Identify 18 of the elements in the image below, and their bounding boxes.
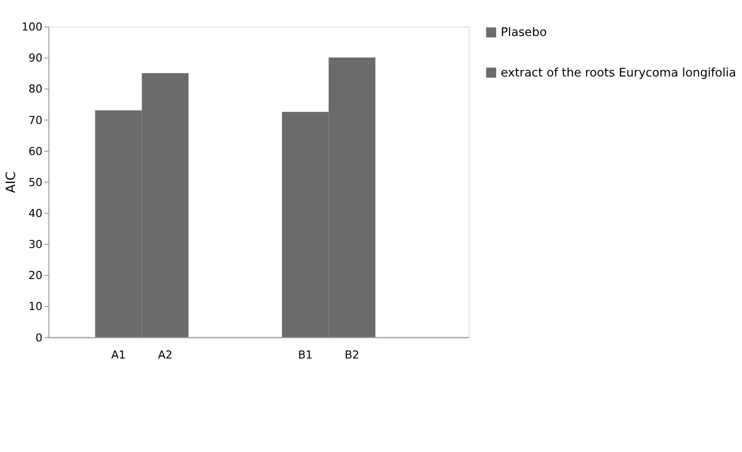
y-tick-label: 70 <box>28 114 43 127</box>
y-axis-title: AIC <box>4 171 20 193</box>
y-tick-label: 0 <box>36 331 43 344</box>
x-tick-label: B2 <box>344 348 360 362</box>
x-tick-label: A1 <box>111 348 126 362</box>
y-tick-label: 30 <box>28 238 43 252</box>
legend-label: extract of the roots Eurycoma longifolia <box>500 65 736 80</box>
y-tick-label: 100 <box>22 20 43 34</box>
x-tick-label: B1 <box>298 348 313 362</box>
x-tick-label: A2 <box>158 348 172 362</box>
y-tick-label: 90 <box>28 52 43 65</box>
legend-label: Plasebo <box>500 25 547 40</box>
y-tick-label: 80 <box>28 82 43 96</box>
y-tick-label: 50 <box>28 176 43 189</box>
y-tick-label: 60 <box>28 144 43 158</box>
y-tick-label: 20 <box>28 269 43 282</box>
y-tick-label: 40 <box>28 207 43 220</box>
y-tick-label: 10 <box>28 300 43 314</box>
